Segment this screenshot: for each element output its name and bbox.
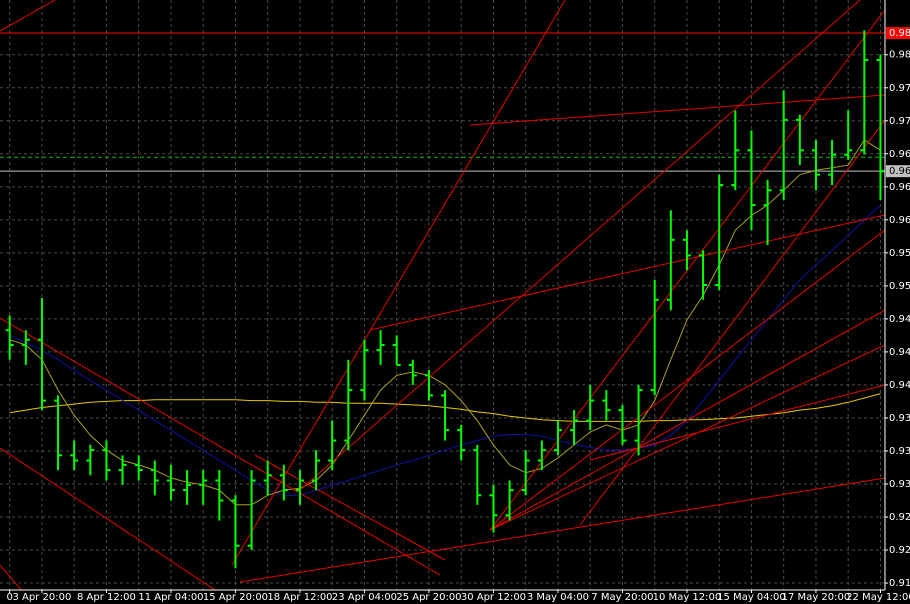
trend-line <box>0 0 56 32</box>
trend-line <box>489 229 885 531</box>
x-tick-label: 25 Apr 20:00 <box>396 592 461 603</box>
trend-line <box>239 477 885 583</box>
trend-line <box>579 119 885 526</box>
trend-line <box>589 384 885 461</box>
axes: 0.91 0.92 0.92 0.93 0.93 0.93 0.94 0.94 0.94 0.95… <box>7 27 910 603</box>
x-tick-label: 17 May 20:00 <box>782 592 851 603</box>
trend-line <box>0 317 441 576</box>
y-tick-label: 0.95 <box>889 248 910 259</box>
grid <box>0 0 885 590</box>
level-label-box <box>886 27 910 40</box>
level-label: 0.96 <box>889 166 910 177</box>
x-tick-label: 10 May 12:00 <box>653 592 722 603</box>
x-tick-label: 22 May 12:00 <box>846 592 910 603</box>
y-tick-label: 0.96 <box>889 215 910 226</box>
trend-line <box>0 564 23 590</box>
overlay-line <box>9 204 881 496</box>
y-tick-label: 0.93 <box>889 413 910 424</box>
x-tick-label: 0 <box>7 592 13 603</box>
level-label-box <box>886 165 910 178</box>
x-tick-label: 18 Apr 12:00 <box>267 592 332 603</box>
overlays <box>9 139 881 506</box>
level-label: 0.98 <box>889 28 910 39</box>
trend-line <box>231 0 566 566</box>
x-tick-label: 30 Apr 12:00 <box>461 592 526 603</box>
y-tick-label: 0.92 <box>889 545 910 556</box>
x-tick-label: 3 May 04:00 <box>527 592 589 603</box>
y-tick-label: 0.94 <box>889 347 910 358</box>
y-tick-label: 0.97 <box>889 83 910 94</box>
trend-line <box>469 94 885 126</box>
levels <box>0 32 885 172</box>
x-tick-label: 3 Apr 20:00 <box>13 592 72 603</box>
y-tick-label: 0.95 <box>889 281 910 292</box>
y-tick-label: 0.94 <box>889 380 910 391</box>
x-tick-label: 15 May 04:00 <box>717 592 786 603</box>
x-tick-label: 23 Apr 04:00 <box>332 592 397 603</box>
y-tick-label: 0.93 <box>889 479 910 490</box>
trend-line <box>489 309 885 531</box>
trend-line <box>489 344 885 531</box>
trend-lines <box>0 0 885 590</box>
x-tick-label: 8 Apr 12:00 <box>77 592 136 603</box>
trend-line <box>0 447 216 590</box>
x-tick-label: 7 May 20:00 <box>591 592 653 603</box>
y-tick-label: 0.91 <box>889 578 910 589</box>
y-tick-label: 0.97 <box>889 116 910 127</box>
x-tick-label: 11 Apr 04:00 <box>138 592 203 603</box>
y-tick-label: 0.96 <box>889 149 910 160</box>
trend-line <box>299 0 861 491</box>
y-tick-label: 0.96 <box>889 182 910 193</box>
bars <box>5 30 885 569</box>
y-tick-label: 0.93 <box>889 446 910 457</box>
y-tick-label: 0.94 <box>889 314 910 325</box>
y-tick-label: 0.98 <box>889 50 910 61</box>
x-tick-label: 15 Apr 20:00 <box>203 592 268 603</box>
y-tick-label: 0.92 <box>889 512 910 523</box>
